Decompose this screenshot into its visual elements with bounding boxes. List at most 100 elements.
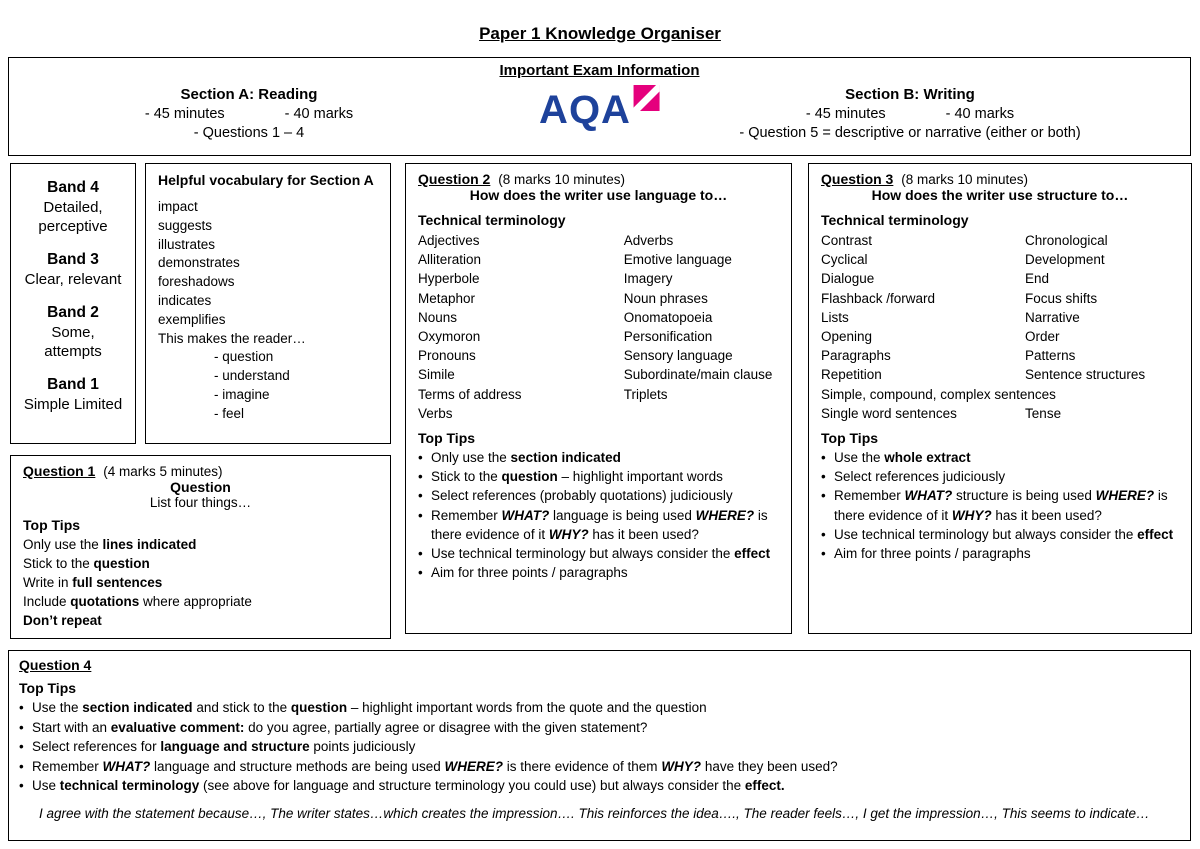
reader-effect-item: - question (214, 349, 274, 365)
terminology-term: Emotive language (623, 252, 732, 268)
terminology-term: Simple, compound, complex sentences (821, 386, 1056, 402)
vocabulary-word: foreshadows (158, 274, 235, 290)
bullet-icon: • (19, 758, 24, 774)
terminology-title: Technical terminology (418, 212, 566, 228)
aqa-logo: AQA (539, 85, 660, 130)
terminology-term: Contrast (821, 233, 873, 248)
question-4-heading: Question 4 (19, 657, 1180, 673)
vocabulary-word: exemplifies (158, 311, 226, 327)
section-b-minutes: - 45 minutes (805, 106, 886, 122)
question-3-meta: (8 marks 10 minutes) (901, 172, 1029, 187)
band-name: Band 3 (47, 251, 99, 268)
terminology-columns: Contrast Cyclical Dialogue Flashback /forwa… (821, 231, 1179, 385)
terminology-term: Pronouns (418, 348, 476, 364)
terminology-term: Hyperbole (418, 271, 480, 287)
section-a-minutes: - 45 minutes (144, 106, 225, 122)
band-name: Band 2 (47, 304, 99, 321)
band-4: Band 4 Detailed, perceptive (22, 177, 124, 236)
aqa-logo-slash-icon (633, 85, 660, 111)
tip-item: • Remember WHAT? language is being used W… (418, 506, 779, 544)
tip-item: • Remember WHAT? structure is being used … (821, 486, 1179, 524)
section-b-timing-row: - 45 minutes - 40 marks (670, 106, 1150, 122)
bullet-icon: • (19, 700, 24, 715)
bullet-icon: • (418, 507, 423, 523)
tip-text: Aim for three points / paragraphs (834, 546, 1031, 562)
band-description: Clear, relevant (24, 271, 122, 288)
question-2-meta: (8 marks 10 minutes) (498, 172, 626, 187)
bullet-icon: • (418, 469, 423, 485)
question-1-title: Question 1 (23, 463, 96, 479)
bullet-icon: • (19, 719, 24, 735)
tip-item: • Stick to the question – highlight impor… (418, 467, 779, 486)
tip-item: • Use the section indicated and stick to … (19, 698, 1180, 718)
tip-text: Use technical terminology but always con… (431, 546, 771, 562)
tip-text: Use the whole extract (834, 450, 971, 466)
terminology-term: Sentence structures (1025, 367, 1146, 383)
tip-item: Include quotations where appropriate (23, 594, 252, 609)
terminology-term: Tense (1025, 405, 1062, 421)
tip-text: Only use the section indicated (431, 450, 621, 466)
section-b-questions: - Question 5 = descriptive or narrative … (739, 125, 1081, 141)
terminology-title: Technical terminology (821, 212, 969, 228)
bullet-icon: • (821, 546, 826, 562)
tip-item: • Only use the section indicated (418, 448, 779, 467)
tip-item: • Use technical terminology but always co… (821, 525, 1179, 544)
question-2-subheading: How does the writer use language to… (469, 187, 728, 203)
section-a-timing-row: - 45 minutes - 40 marks (79, 106, 419, 122)
terminology-term: Metaphor (418, 290, 476, 306)
tip-item: Write in full sentences (23, 575, 163, 590)
tip-text: Select references for language and struc… (32, 739, 416, 755)
vocabulary-word: indicates (158, 292, 212, 308)
tip-item: • Start with an evaluative comment: do yo… (19, 718, 1180, 738)
terminology-term: Development (1025, 252, 1105, 268)
question-2-title: Question 2 (418, 171, 491, 187)
tip-item: • Select references for language and stru… (19, 737, 1180, 757)
tip-item: • Remember WHAT? language and structure m… (19, 757, 1180, 777)
vocabulary-word: impact (158, 199, 198, 214)
terminology-term: Lists (821, 309, 849, 325)
tip-text: Remember WHAT? language is being used WH… (431, 507, 768, 542)
vocabulary-word: illustrates (158, 236, 216, 252)
terminology-term: Alliteration (418, 252, 482, 268)
tip-text: Aim for three points / paragraphs (431, 565, 628, 581)
question-1-heading: Question 1 (4 marks 5 minutes) (23, 463, 378, 479)
reader-effect-item: - feel (214, 405, 245, 421)
question-4-title: Question 4 (19, 657, 92, 673)
bullet-icon: • (821, 488, 826, 504)
question-1-subheading: Question (170, 479, 231, 495)
terminology-term: Adverbs (623, 233, 674, 248)
terminology-term: Repetition (821, 367, 882, 383)
page-title: Paper 1 Knowledge Organiser (479, 24, 721, 43)
tip-item: Don’t repeat (23, 613, 102, 628)
bullet-icon: • (821, 450, 826, 466)
terminology-term: Cyclical (821, 252, 868, 268)
terminology-columns: Adjectives Alliteration Hyperbole Metaphor N… (418, 231, 779, 423)
question-1-box: Question 1 (4 marks 5 minutes) Question … (10, 455, 391, 639)
bullet-icon: • (418, 488, 423, 504)
section-b-info: Section B: Writing - 45 minutes - 40 mar… (670, 86, 1150, 141)
vocabulary-title: Helpful vocabulary for Section A (158, 172, 374, 188)
terminology-term: Chronological (1025, 233, 1108, 248)
bullet-icon: • (821, 469, 826, 485)
terminology-term: Patterns (1025, 348, 1076, 364)
terminology-term: Oxymoron (418, 329, 481, 345)
sentence-starters: I agree with the statement because…, The… (39, 805, 1150, 821)
top-tips-list: Only use the lines indicated Stick to the… (23, 535, 378, 630)
terminology-left-column: Contrast Cyclical Dialogue Flashback /forwa… (821, 231, 1025, 385)
terminology-term: Flashback /forward (821, 290, 936, 306)
question-3-heading: Question 3 (8 marks 10 minutes) (821, 171, 1179, 187)
terminology-term: Terms of address (418, 386, 522, 402)
question-2-box: Question 2 (8 marks 10 minutes) How does… (405, 163, 792, 634)
top-tips-list: • Only use the section indicated • Stick to… (418, 448, 779, 582)
terminology-term: Noun phrases (623, 290, 708, 306)
band-description: Simple Limited (23, 396, 123, 413)
question-3-title: Question 3 (821, 171, 894, 187)
terminology-term: Nouns (418, 309, 458, 325)
tip-item: Only use the lines indicated (23, 537, 197, 552)
top-tips-list: • Use the section indicated and stick to … (19, 698, 1180, 796)
tip-text: Use technical terminology but always con… (834, 526, 1174, 542)
tip-item: • Use technical terminology but always co… (418, 544, 779, 563)
terminology-term: Personification (623, 329, 713, 345)
bullet-icon: • (418, 546, 423, 562)
tip-item: • Select references judiciously (821, 467, 1179, 486)
